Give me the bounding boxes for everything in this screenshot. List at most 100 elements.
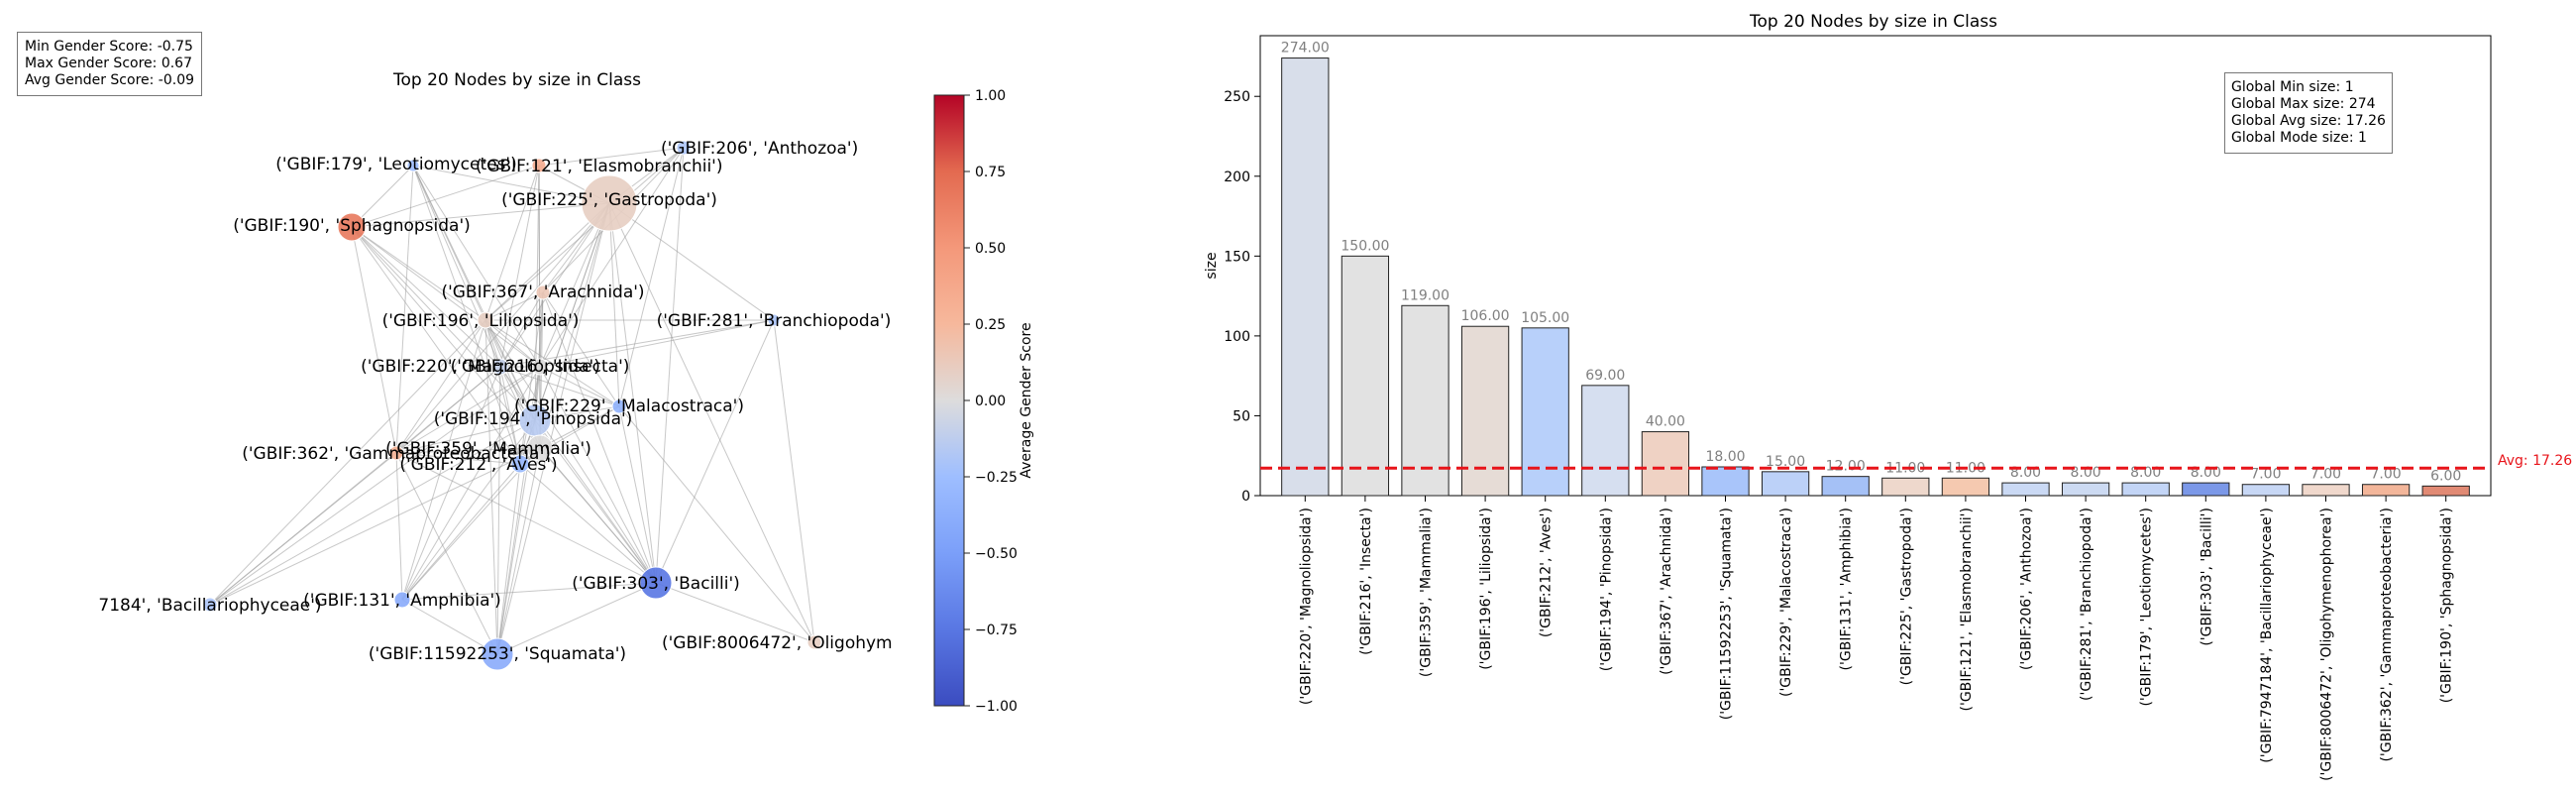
network-node-label: 7184', 'Bacillariophyceae') [98,596,321,616]
bar [1401,304,1449,497]
x-tick-label: ('GBIF:367', 'Arachnida') [1659,508,1674,675]
network-edge [534,419,657,584]
bar [2061,482,2110,497]
network-node-label: ('GBIF:362', 'Gammaproteobacteria') [242,444,551,464]
network-edge [484,319,620,407]
network-edge [539,147,685,368]
network-edge [496,447,541,655]
network-edge [209,319,486,606]
network-edge [496,582,657,655]
network-edge [395,202,610,454]
network-node [202,597,218,613]
network-edge [209,366,541,606]
network-edge [209,366,501,606]
bar [2361,484,2411,497]
network-edge [496,463,521,655]
network-edge [395,447,541,454]
network-edge [351,165,540,228]
network-node [531,358,549,376]
network-node [393,591,411,609]
network-edge [395,319,486,454]
network-edge [618,147,685,407]
network-node-label: ('GBIF:121', 'Elasmobranchii') [476,157,723,176]
chart-title: Top 20 Nodes by size in Class [1749,12,1997,32]
bar-value-label: 6.00 [2430,468,2461,484]
bar-x-tick-labels: ('GBIF:220', 'Magnoliopsida') ('GBIF:216'… [1298,496,2455,781]
network-node [337,212,367,242]
bar [2302,484,2350,497]
network-node-label: ('GBIF:206', 'Anthozoa') [661,139,858,159]
network-edge [351,202,610,228]
plot-frame [1259,35,2492,497]
gender-stats-box: Min Gender Score: -0.75 Max Gender Score… [17,32,203,96]
bar [1281,57,1330,497]
bar-value-label: 150.00 [1341,238,1389,254]
colorbar-tick-label: 0.25 [975,317,1006,333]
bar-value-label: 69.00 [1585,368,1625,384]
network-node-label: ('GBIF:367', 'Arachnida') [441,283,644,302]
colorbar-tick-label: 1.00 [975,88,1006,104]
colorbar-label: Average Gender Score [1019,322,1034,478]
x-tick-label: ('GBIF:11592253', 'Squamata') [1719,508,1735,720]
avg-line-group: Avg: 17.26 [1260,453,2572,470]
avg-gender-score: Avg Gender Score: -0.09 [25,72,195,88]
x-tick-label: ('GBIF:194', 'Pinopsida') [1598,508,1614,671]
network-edge [618,405,657,584]
network-node-label: ('GBIF:131', 'Amphibia') [303,591,501,611]
x-tick-label: ('GBIF:303', 'Bacilli') [2199,508,2214,646]
network-edge [395,452,498,655]
network-node [767,313,781,327]
network-edge [401,447,541,601]
network-node [491,358,509,376]
network-node-label: ('GBIF:11592253', 'Squamata') [369,644,626,664]
bar-value-label: 274.00 [1281,41,1330,57]
x-tick-label: ('GBIF:7947184', 'Bacillariophyceae') [2259,508,2275,763]
network-edge [499,366,657,584]
bar [2001,482,2050,497]
bar [1521,327,1569,497]
y-tick-label: 200 [1224,170,1250,185]
network-edges [209,147,815,655]
network-node [531,158,547,173]
y-tick-label: 150 [1224,249,1250,265]
network-node [526,434,554,462]
network-edge [209,419,536,606]
bar-value-label: 105.00 [1521,310,1569,326]
bar [1701,466,1750,497]
network-edge [539,405,620,449]
network-edge [484,319,541,368]
bar-value-labels: 274.00 150.00 119.00 106.00 105.00 69.00 40.00… [1281,41,2461,485]
network-edge [351,226,397,454]
bar-value-label: 12.00 [1826,459,1866,475]
y-tick-label: 50 [1233,408,1250,424]
x-tick-label: ('GBIF:212', 'Aves') [1539,508,1555,637]
colorbar-tick-label: −1.00 [975,699,1018,715]
network-edge [484,202,610,321]
network-edge [655,147,685,584]
network-edge [539,319,775,368]
network-edge [395,165,414,454]
colorbar-tick-label: 0.50 [975,241,1006,257]
bar-value-label: 40.00 [1646,414,1685,430]
network-edge [209,447,541,606]
bar-value-label: 7.00 [2310,467,2341,483]
network-node-label: ('GBIF:179', 'Leotiomycetes') [275,155,516,174]
x-tick-label: ('GBIF:359', 'Mammalia') [1419,508,1435,677]
y-tick-label: 100 [1224,329,1250,345]
network-edge [538,165,541,449]
network-edge [401,319,486,601]
network-node [639,566,673,600]
network-node-label: ('GBIF:303', 'Bacilli') [572,574,740,594]
network-labels: ('GBIF:179', 'Leotiomycetes')('GBIF:121'… [98,139,892,664]
network-node [535,284,551,300]
network-node-label: ('GBIF:212', 'Aves') [399,455,557,475]
bar-axes: 0 50 100 150 200 250 [1224,35,2492,505]
x-tick-label: ('GBIF:216', 'Insecta') [1358,508,1374,655]
bar-value-label: 15.00 [1766,454,1805,470]
bar [2421,485,2470,497]
global-avg-size: Global Avg size: 17.26 [2231,113,2386,129]
bar-value-label: 18.00 [1705,449,1745,465]
network-edge [412,165,501,368]
network-node [481,637,514,671]
